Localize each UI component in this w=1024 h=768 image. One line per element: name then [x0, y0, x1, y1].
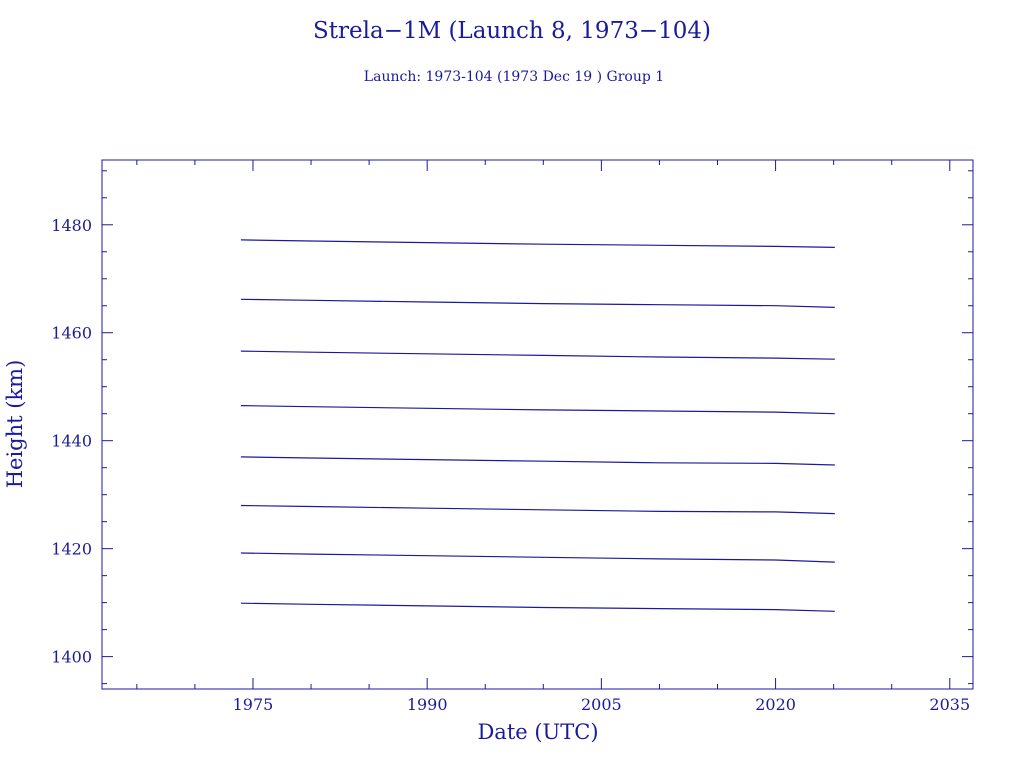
series-line-7 — [240, 552, 835, 563]
y-tick-label: 1400 — [51, 648, 92, 667]
x-tick-label: 1990 — [407, 695, 448, 714]
series-line-2 — [240, 298, 835, 308]
chart-subtitle: Launch: 1973-104 (1973 Dec 19 ) Group 1 — [364, 69, 664, 85]
series-line-1 — [240, 239, 835, 248]
x-tick-label: 2035 — [929, 695, 970, 714]
y-tick-label: 1420 — [51, 540, 92, 559]
series-layer — [240, 239, 835, 612]
plot-frame — [101, 159, 974, 690]
y-tick-label: 1480 — [51, 216, 92, 235]
series-line-5 — [240, 456, 835, 466]
x-tick-label: 2005 — [581, 695, 622, 714]
y-axis-label: Height (km) — [3, 360, 27, 489]
x-tick-label: 1975 — [233, 695, 274, 714]
x-axis-label: Date (UTC) — [477, 720, 598, 744]
series-line-3 — [240, 350, 835, 360]
series-line-4 — [240, 405, 835, 415]
chart-title: Strela−1M (Launch 8, 1973−104) — [313, 18, 711, 44]
series-line-6 — [240, 504, 835, 515]
major-ticks: 1975 1990 2005 2020 2035 1400 1420 1440 1460 1480 — [51, 160, 973, 714]
y-tick-label: 1460 — [51, 324, 92, 343]
y-tick-label: 1440 — [51, 432, 92, 451]
x-tick-label: 2020 — [755, 695, 796, 714]
minor-ticks — [102, 160, 973, 689]
series-line-8 — [240, 602, 835, 612]
